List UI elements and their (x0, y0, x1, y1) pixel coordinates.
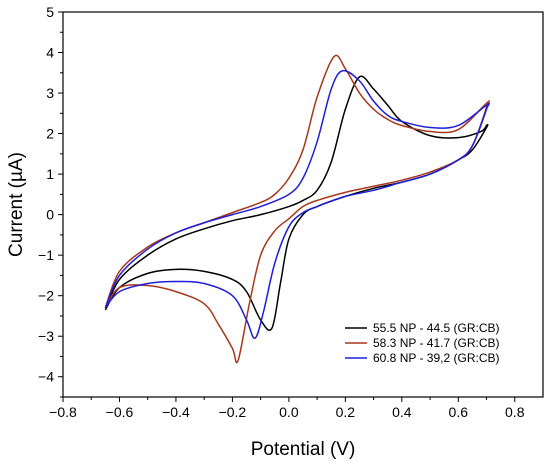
y-tick-label: 0 (46, 207, 54, 223)
y-tick-label: 4 (46, 45, 54, 61)
legend: 55.5 NP - 44.5 (GR:CB)58.3 NP - 41.7 (GR… (345, 321, 500, 365)
y-axis-title: Current (µA) (6, 152, 27, 257)
y-tick-label: 5 (46, 4, 54, 20)
y-tick-label: −3 (38, 328, 54, 344)
x-tick-label: −0.4 (162, 404, 190, 420)
y-tick-label: −4 (38, 369, 54, 385)
x-tick-label: 0.6 (449, 404, 469, 420)
x-tick-label: 0.8 (505, 404, 525, 420)
y-tick-label: 2 (46, 126, 54, 142)
plot-area (104, 54, 490, 364)
legend-label: 55.5 NP - 44.5 (GR:CB) (373, 321, 500, 335)
y-tick-label: 3 (46, 85, 54, 101)
x-tick-label: 0.2 (336, 404, 356, 420)
plot-frame (62, 11, 544, 398)
series-line-3 (104, 69, 490, 339)
y-tick-label: −2 (38, 288, 54, 304)
legend-label: 60.8 NP - 39,2 (GR:CB) (373, 351, 500, 365)
x-axis-title: Potential (V) (251, 439, 356, 460)
x-tick-label: −0.2 (219, 404, 247, 420)
legend-label: 58.3 NP - 41.7 (GR:CB) (373, 336, 500, 350)
y-tick-label: −1 (38, 247, 54, 263)
series-line-1 (104, 75, 489, 332)
series-line-2 (104, 54, 490, 364)
axes: −0.8 −0.6 −0.4 −0.2 0.0 0.2 0.4 0.6 0.8 −4 −3 −2 −1 0… (38, 4, 544, 420)
y-tick-label: 1 (46, 166, 54, 182)
x-tick-label: 0.4 (392, 404, 412, 420)
x-tick-label: 0.0 (279, 404, 299, 420)
x-tick-label: −0.6 (106, 404, 134, 420)
x-tick-label: −0.8 (49, 404, 77, 420)
